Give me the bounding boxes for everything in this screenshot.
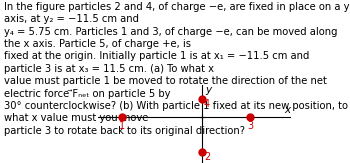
- Text: 4: 4: [204, 99, 210, 109]
- Text: x: x: [284, 105, 290, 115]
- Text: In the figure particles 2 and 4, of charge −e, are fixed in place on a y axis, a: In the figure particles 2 and 4, of char…: [4, 2, 349, 136]
- Text: 3: 3: [247, 121, 253, 131]
- Text: 1: 1: [119, 121, 125, 131]
- Text: 2: 2: [204, 152, 210, 162]
- Text: y: y: [205, 85, 212, 95]
